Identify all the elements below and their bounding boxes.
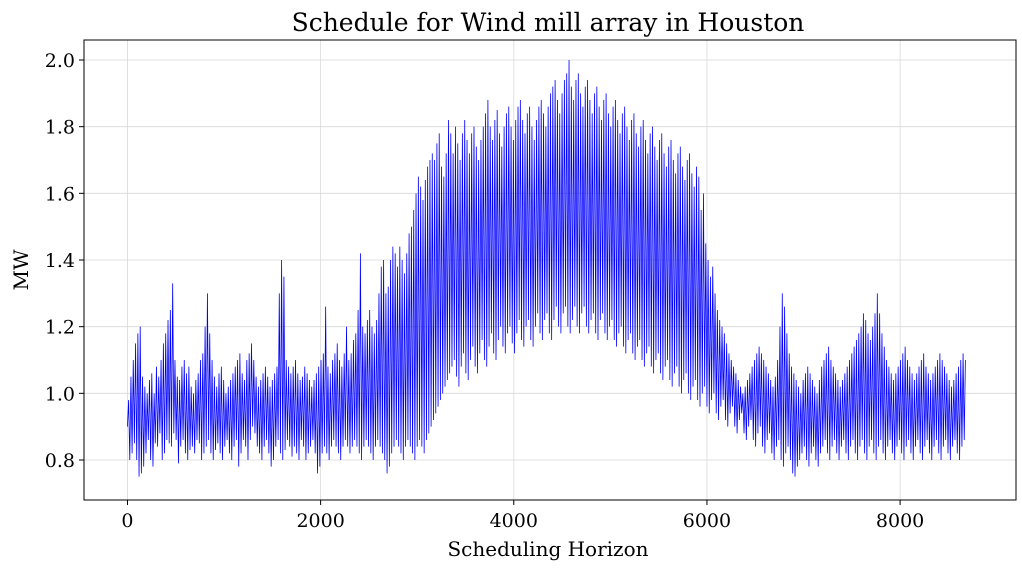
y-tick-label: 1.8 [45, 117, 75, 139]
x-tick-label: 8000 [876, 510, 924, 532]
y-tick-label: 2.0 [45, 50, 75, 72]
x-axis-label: Scheduling Horizon [447, 537, 648, 561]
y-tick-label: 1.0 [45, 383, 75, 405]
y-tick-label: 1.4 [45, 250, 75, 272]
y-tick-label: 1.6 [45, 183, 75, 205]
x-tick-label: 0 [121, 510, 133, 532]
x-axis: 0 2000 4000 6000 8000 [121, 500, 924, 532]
x-tick-label: 4000 [490, 510, 538, 532]
y-axis-label: MW [9, 249, 33, 290]
x-tick-label: 6000 [683, 510, 731, 532]
x-tick-label: 2000 [296, 510, 344, 532]
y-tick-label: 0.8 [45, 450, 75, 472]
chart-title: Schedule for Wind mill array in Houston [292, 8, 805, 37]
plot-area [127, 59, 966, 477]
y-axis: 0.8 1.0 1.2 1.4 1.6 1.8 2.0 [45, 50, 84, 472]
series-line-0 [127, 59, 966, 477]
y-tick-label: 1.2 [45, 317, 75, 339]
plot-frame [83, 39, 1017, 501]
